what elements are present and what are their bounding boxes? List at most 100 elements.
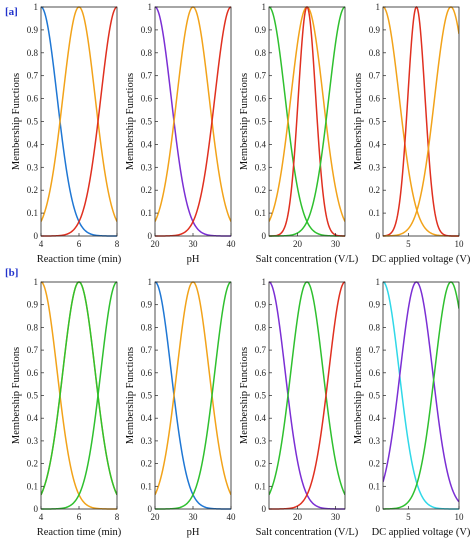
y-axis-label: Membership Functions — [125, 73, 136, 170]
y-tick-label: 0 — [148, 504, 153, 514]
y-tick-label: 0.4 — [27, 139, 39, 149]
x-tick-label: 10 — [455, 512, 465, 522]
y-tick-label: 0.7 — [369, 345, 381, 355]
x-tick-label: 30 — [331, 239, 341, 249]
y-tick-label: 0.6 — [369, 94, 381, 104]
y-tick-label: 0 — [34, 231, 39, 241]
x-tick-label: 5 — [406, 239, 411, 249]
y-tick-label: 1 — [376, 2, 381, 12]
y-tick-label: 1 — [34, 2, 39, 12]
curves — [383, 6, 459, 237]
y-tick-label: 0.6 — [141, 368, 153, 378]
plot-frame — [154, 281, 232, 510]
x-tick-label: 20 — [293, 512, 303, 522]
y-tick-label: 0.5 — [369, 391, 381, 401]
y-tick-label: 0.3 — [27, 162, 39, 172]
membership-curve — [155, 281, 231, 496]
y-tick-label: 0.4 — [369, 139, 381, 149]
y-tick-label: 0.2 — [255, 185, 266, 195]
subplot-b-2: 0 0.1 0.2 0.3 0.4 0.5 0.6 0.7 0.8 0.9 1 20 30 40 pH Mem… — [125, 277, 236, 538]
plot-frame — [40, 281, 118, 510]
y-tick-label: 0 — [262, 504, 267, 514]
y-tick-label: 0.4 — [255, 139, 267, 149]
y-tick-label: 1 — [376, 277, 381, 287]
x-tick-label: 40 — [227, 239, 237, 249]
y-tick-label: 0.5 — [27, 117, 39, 127]
y-tick-label: 0.2 — [255, 459, 266, 469]
y-tick-label: 0 — [34, 504, 39, 514]
x-tick-label: 4 — [39, 512, 44, 522]
y-tick-label: 0.3 — [27, 436, 39, 446]
y-tick-label: 0 — [376, 504, 381, 514]
y-tick-label: 0.2 — [141, 185, 152, 195]
y-tick-label: 0.5 — [141, 117, 153, 127]
x-tick-label: 6 — [77, 512, 82, 522]
y-tick-label: 0.7 — [255, 71, 267, 81]
y-tick-label: 0.2 — [27, 185, 38, 195]
x-axis-label: Salt concentration (V/L) — [256, 527, 359, 538]
y-tick-label: 0.4 — [141, 413, 153, 423]
y-tick-label: 0.9 — [255, 300, 267, 310]
y-tick-label: 0.7 — [255, 345, 267, 355]
y-tick-label: 0.6 — [255, 94, 267, 104]
membership-curve — [269, 6, 345, 222]
curves — [41, 281, 117, 510]
curves — [155, 6, 231, 237]
membership-curve — [155, 281, 231, 510]
curves — [155, 281, 231, 510]
y-tick-label: 0 — [262, 231, 267, 241]
y-tick-label: 0.7 — [27, 71, 39, 81]
y-axis-label: Membership Functions — [125, 347, 136, 444]
x-tick-label: 40 — [227, 512, 237, 522]
x-tick-label: 20 — [151, 512, 161, 522]
y-tick-label: 0.4 — [141, 139, 153, 149]
subplot-a-3: 0 0.1 0.2 0.3 0.4 0.5 0.6 0.7 0.8 0.9 1 20 30 Salt co… — [239, 2, 359, 265]
subplot-b-4: 0 0.1 0.2 0.3 0.4 0.5 0.6 0.7 0.8 0.9 1 5 10 DC appli… — [353, 277, 471, 538]
membership-curve — [383, 6, 459, 237]
y-tick-label: 0.6 — [369, 368, 381, 378]
membership-curve — [383, 281, 459, 503]
membership-curve — [383, 281, 459, 510]
membership-curve — [269, 6, 345, 237]
y-tick-label: 0.8 — [369, 48, 381, 58]
y-tick-label: 0.5 — [255, 117, 267, 127]
x-tick-label: 4 — [39, 239, 44, 249]
y-tick-label: 0.5 — [27, 391, 39, 401]
y-tick-label: 0.3 — [369, 162, 381, 172]
y-tick-label: 0.5 — [369, 117, 381, 127]
x-axis-label: DC applied voltage (V) — [372, 254, 471, 265]
y-tick-label: 0.1 — [27, 208, 38, 218]
subplot-a-1: 0 0.1 0.2 0.3 0.4 0.5 0.6 0.7 0.8 0.9 1 4 6 8 Reaction… — [11, 2, 122, 265]
y-tick-label: 0.9 — [27, 25, 39, 35]
y-tick-label: 0.6 — [141, 94, 153, 104]
y-tick-label: 1 — [34, 277, 39, 287]
y-tick-label: 0.1 — [255, 481, 266, 491]
membership-curve — [41, 281, 117, 510]
y-tick-label: 0.4 — [255, 413, 267, 423]
y-tick-label: 0.2 — [141, 459, 152, 469]
membership-curve — [383, 6, 459, 237]
x-axis-label: Salt concentration (V/L) — [256, 254, 359, 265]
x-axis-label: pH — [187, 254, 200, 265]
plot-frame — [268, 6, 346, 237]
y-tick-label: 0.8 — [369, 322, 381, 332]
y-tick-label: 0.8 — [27, 48, 39, 58]
subplot-b-3: 0 0.1 0.2 0.3 0.4 0.5 0.6 0.7 0.8 0.9 1 20 30 Salt co… — [239, 277, 359, 538]
y-axis-label: Membership Functions — [239, 347, 250, 444]
y-tick-label: 0.8 — [255, 48, 267, 58]
panel-label: [b] — [5, 267, 18, 279]
curves — [269, 6, 345, 237]
curves — [383, 281, 459, 510]
y-tick-label: 0.7 — [27, 345, 39, 355]
y-tick-label: 0.8 — [255, 322, 267, 332]
x-axis-label: DC applied voltage (V) — [372, 527, 471, 538]
membership-curve — [269, 6, 345, 237]
membership-curve — [41, 6, 117, 222]
membership-curve — [155, 6, 231, 237]
y-tick-label: 1 — [148, 2, 153, 12]
subplot-b-1: 0 0.1 0.2 0.3 0.4 0.5 0.6 0.7 0.8 0.9 1 4 6 8 Reaction… — [11, 277, 122, 538]
y-tick-label: 0.3 — [255, 436, 267, 446]
y-tick-label: 0.1 — [369, 208, 380, 218]
y-tick-label: 0.9 — [255, 25, 267, 35]
